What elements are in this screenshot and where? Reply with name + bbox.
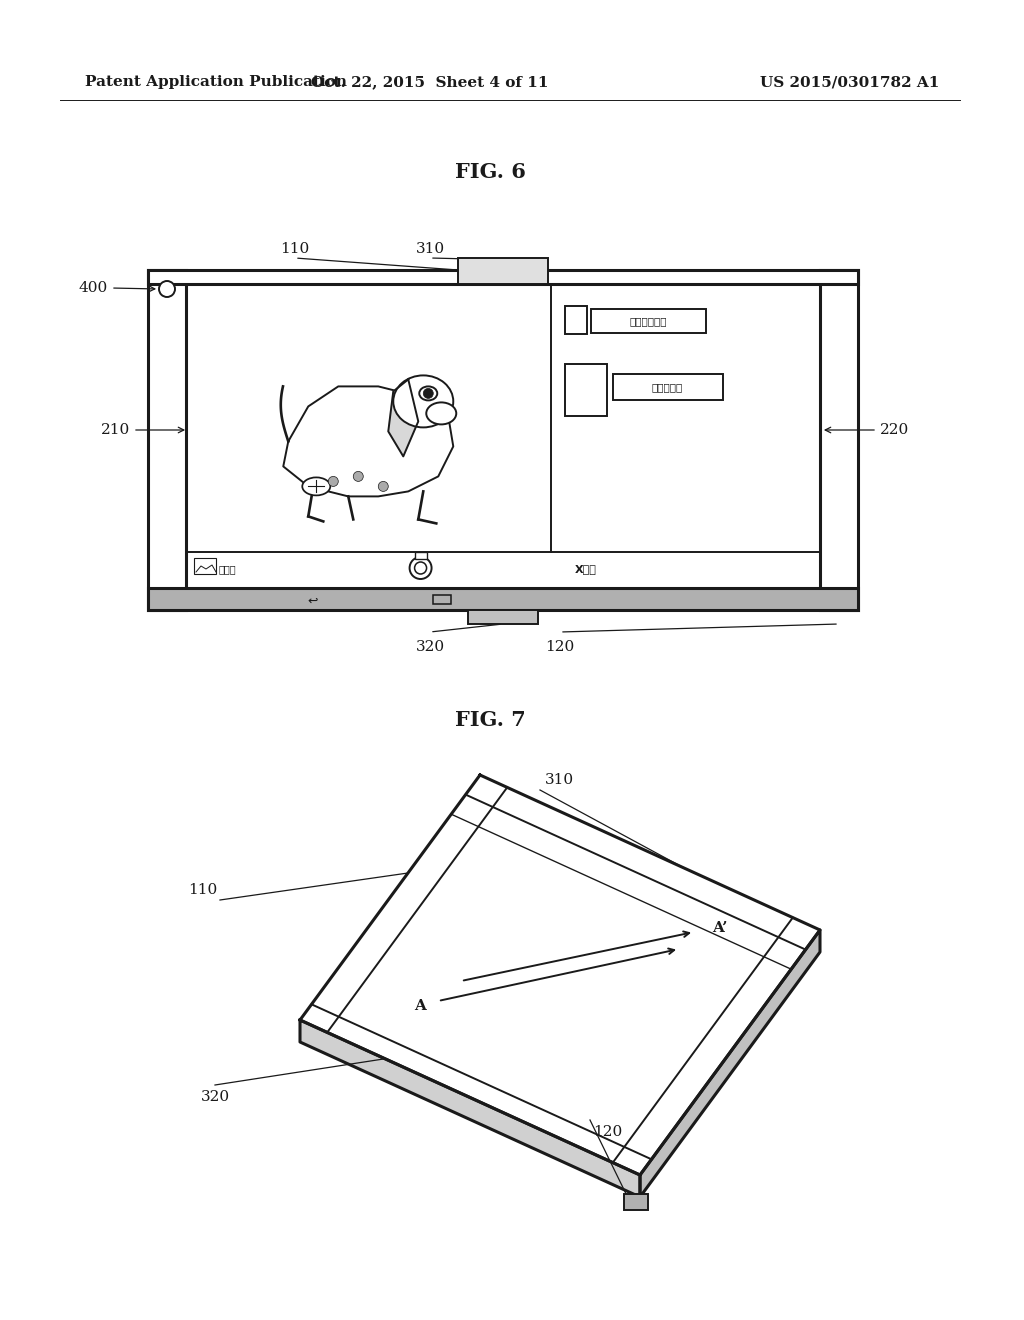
Circle shape (423, 388, 433, 399)
Text: 110: 110 (187, 883, 217, 898)
Text: 400: 400 (79, 281, 108, 294)
Circle shape (353, 471, 364, 482)
Bar (148, 271, 858, 284)
Polygon shape (640, 931, 820, 1197)
Ellipse shape (419, 387, 437, 400)
Bar (186, 284, 820, 587)
Text: 110: 110 (281, 242, 309, 256)
Text: 베고마워요: 베고마워요 (652, 381, 683, 392)
Text: ↩: ↩ (307, 594, 318, 607)
Text: 120: 120 (593, 1125, 623, 1139)
Bar (148, 271, 186, 610)
Circle shape (410, 557, 431, 579)
Bar (468, 610, 538, 624)
Bar (433, 595, 452, 605)
Circle shape (329, 477, 338, 486)
Bar (624, 1195, 648, 1210)
Ellipse shape (426, 403, 457, 425)
Text: US 2015/0301782 A1: US 2015/0301782 A1 (760, 75, 939, 88)
Bar (564, 306, 587, 334)
Polygon shape (388, 379, 418, 457)
Bar (415, 552, 427, 558)
Ellipse shape (393, 375, 454, 428)
Text: 사전찰: 사전찰 (219, 564, 237, 574)
Text: 120: 120 (546, 640, 574, 653)
Text: 310: 310 (545, 774, 574, 787)
Bar (458, 257, 548, 284)
Text: FIG. 7: FIG. 7 (455, 710, 525, 730)
Text: Patent Application Publication: Patent Application Publication (85, 75, 347, 88)
Bar (612, 374, 723, 400)
Text: 사진보냄게요: 사진보냄게요 (630, 315, 667, 326)
Circle shape (159, 281, 175, 297)
Bar (591, 309, 706, 333)
Text: 320: 320 (201, 1090, 229, 1104)
Text: Oct. 22, 2015  Sheet 4 of 11: Oct. 22, 2015 Sheet 4 of 11 (311, 75, 549, 88)
Ellipse shape (302, 478, 331, 495)
Text: 310: 310 (416, 242, 444, 256)
Text: FIG. 6: FIG. 6 (455, 162, 525, 182)
Bar (148, 587, 858, 610)
Polygon shape (300, 1020, 640, 1197)
Text: X취소: X취소 (574, 564, 596, 574)
Polygon shape (284, 387, 454, 496)
Bar (564, 364, 606, 416)
Polygon shape (300, 775, 820, 1175)
Circle shape (378, 482, 388, 491)
Text: A: A (414, 999, 426, 1012)
Text: 210: 210 (100, 422, 130, 437)
Text: 320: 320 (416, 640, 444, 653)
Text: A’: A’ (712, 921, 727, 935)
Bar (820, 271, 858, 610)
Text: 220: 220 (880, 422, 909, 437)
Bar (194, 558, 216, 574)
